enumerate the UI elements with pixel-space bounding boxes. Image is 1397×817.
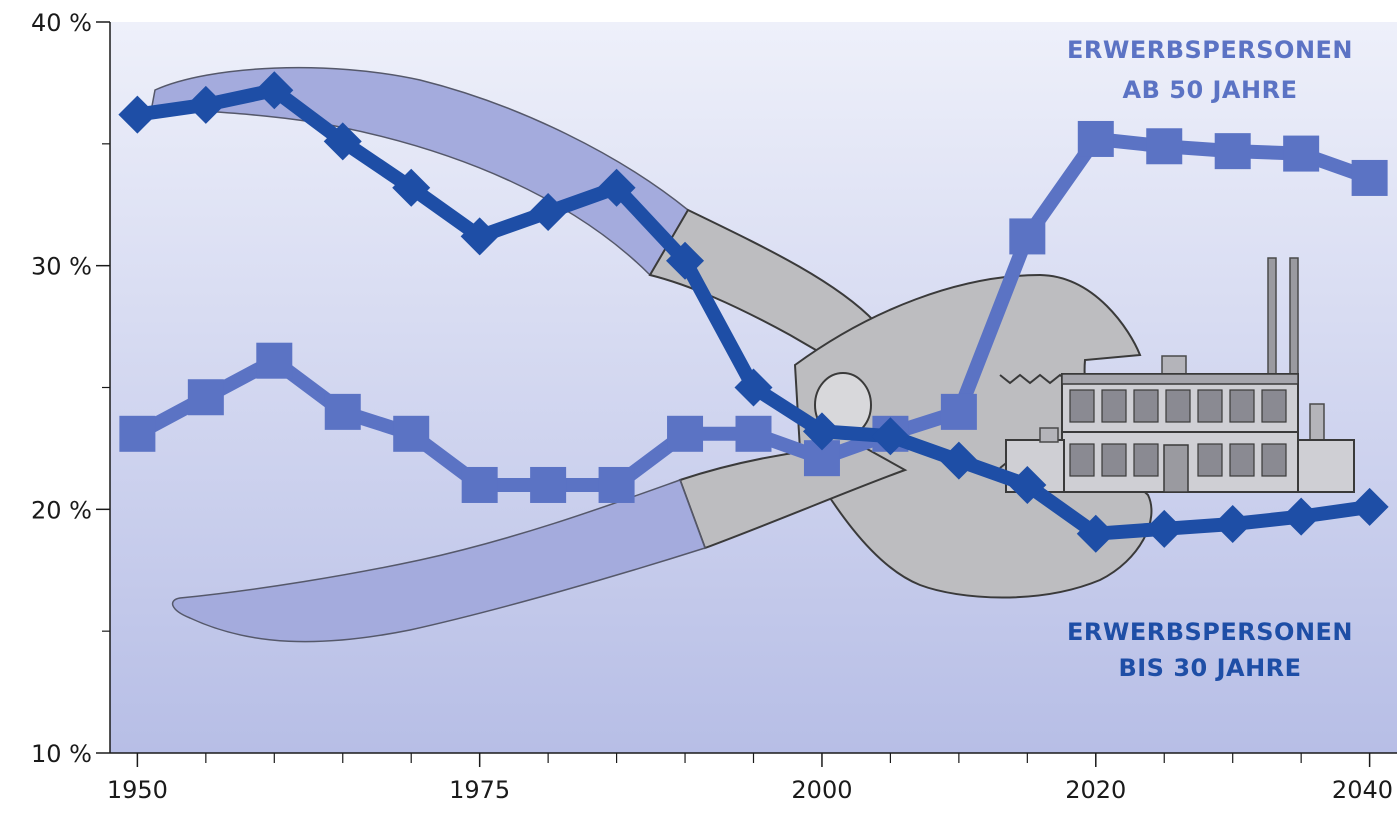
data-point xyxy=(734,368,773,407)
data-point xyxy=(1283,135,1320,172)
tick-labels: 10 % 20 % 30 % 40 % 1950 1975 2000 2020 2040 xyxy=(31,9,1393,804)
series-1 xyxy=(118,71,1389,553)
data-point xyxy=(529,193,568,232)
data-point xyxy=(186,85,225,124)
data-point xyxy=(530,466,567,503)
y-tick-label: 20 % xyxy=(31,496,92,524)
ticks xyxy=(96,21,1371,767)
series-label-ab50-line2: AB 50 JAHRE xyxy=(1123,76,1298,104)
factory-icon xyxy=(1005,257,1355,493)
data-point xyxy=(460,217,499,256)
data-point xyxy=(324,393,361,430)
data-point xyxy=(187,379,224,416)
data-point xyxy=(666,241,705,280)
data-point xyxy=(597,168,636,207)
series-label-bis30-line1: ERWERBSPERSONEN xyxy=(1067,618,1353,646)
data-point xyxy=(323,122,362,161)
data-point xyxy=(802,412,841,451)
data-point xyxy=(871,417,910,456)
data-point xyxy=(1145,509,1184,548)
y-tick-label: 40 % xyxy=(31,9,92,37)
x-tick-label: 1950 xyxy=(107,776,168,804)
data-point xyxy=(1077,120,1114,157)
x-tick-label: 2040 xyxy=(1332,776,1393,804)
data-point xyxy=(1351,159,1388,196)
data-point xyxy=(118,95,157,134)
series-label-bis30-line2: BIS 30 JAHRE xyxy=(1118,654,1301,682)
data-point xyxy=(1282,497,1321,536)
data-point xyxy=(1213,504,1252,543)
data-point xyxy=(393,415,430,452)
x-tick-label: 2000 xyxy=(791,776,852,804)
data-point xyxy=(939,441,978,480)
x-tick-label: 1975 xyxy=(449,776,510,804)
y-tick-label: 10 % xyxy=(31,740,92,768)
data-point xyxy=(256,342,293,379)
data-point xyxy=(461,466,498,503)
data-point xyxy=(392,168,431,207)
data-point xyxy=(1008,465,1047,504)
data-point xyxy=(255,71,294,110)
series-label-ab50-line1: ERWERBSPERSONEN xyxy=(1067,36,1353,64)
series-labels: ERWERBSPERSONEN AB 50 JAHRE ERWERBSPERSO… xyxy=(1067,36,1353,682)
data-point xyxy=(1009,218,1046,255)
data-point xyxy=(1076,514,1115,553)
series-layer xyxy=(118,71,1389,553)
y-tick-label: 30 % xyxy=(31,253,92,281)
data-point xyxy=(1146,128,1183,165)
data-point xyxy=(1350,487,1389,526)
data-point xyxy=(598,466,635,503)
data-point xyxy=(940,393,977,430)
data-point xyxy=(667,415,704,452)
data-point xyxy=(735,415,772,452)
data-point xyxy=(1214,133,1251,170)
data-point xyxy=(119,415,156,452)
x-tick-label: 2020 xyxy=(1065,776,1126,804)
illustration xyxy=(151,66,1355,643)
